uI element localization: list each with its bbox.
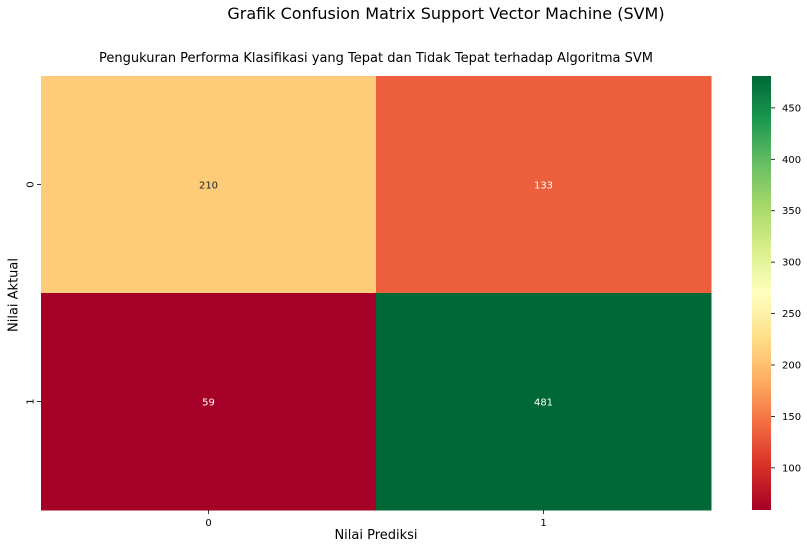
heatmap-cell-0-0 [41, 76, 377, 294]
cell-annotation-0-0: 210 [199, 181, 218, 192]
heatmap-cell-1-1 [376, 293, 712, 511]
x-axis-label: Nilai Prediksi [334, 528, 418, 543]
cell-annotation-1-0: 59 [202, 398, 215, 409]
x-tick-label: 0 [205, 518, 211, 529]
y-tick-label: 0 [26, 181, 37, 187]
cell-annotation-0-1: 133 [534, 181, 553, 192]
colorbar-tick-label: 350 [782, 206, 801, 217]
cell-annotation-1-1: 481 [534, 398, 553, 409]
colorbar-tick-label: 100 [782, 463, 801, 474]
heatmap-cell-0-1 [376, 76, 712, 294]
colorbar-tick-label: 450 [782, 103, 801, 114]
colorbar [752, 76, 771, 510]
x-tick-label: 1 [540, 518, 546, 529]
colorbar-tick-label: 200 [782, 360, 801, 371]
heatmap-cell-1-0 [41, 293, 377, 511]
y-axis-label: Nilai Aktual [6, 258, 22, 332]
figure-suptitle: Grafik Confusion Matrix Support Vector M… [227, 4, 665, 23]
colorbar-tick-label: 250 [782, 309, 801, 320]
colorbar-tick-label: 150 [782, 412, 801, 423]
chart-title: Pengukuran Performa Klasifikasi yang Tep… [99, 51, 653, 66]
colorbar-tick-label: 300 [782, 258, 801, 269]
colorbar-tick-label: 400 [782, 155, 801, 166]
y-tick-label: 1 [26, 398, 37, 404]
